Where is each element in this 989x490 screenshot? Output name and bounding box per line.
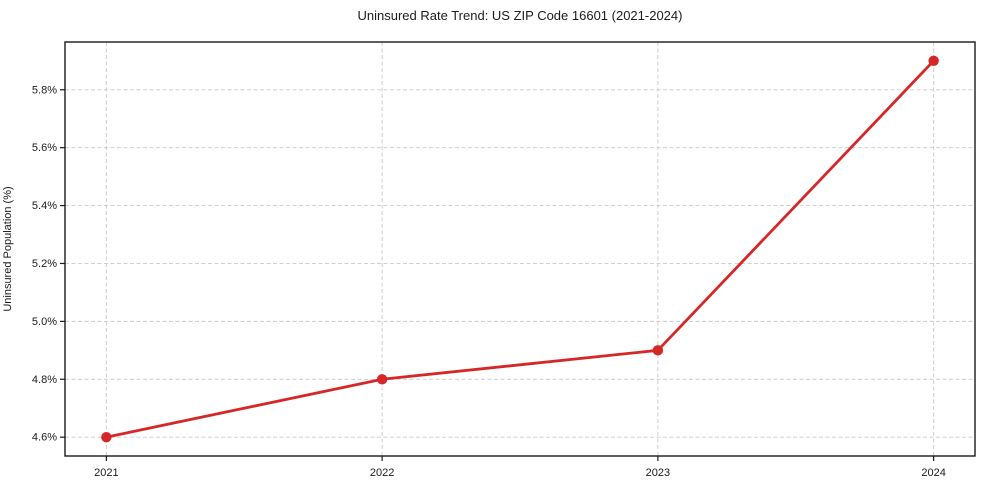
plot-border xyxy=(64,41,976,457)
y-tick-label: 5.6% xyxy=(32,142,57,154)
y-axis-label: Uninsured Population (%) xyxy=(2,186,14,312)
plot-background xyxy=(65,42,975,456)
x-tick-label: 2022 xyxy=(370,467,394,479)
data-line xyxy=(104,59,936,439)
x-tick-label: 2021 xyxy=(94,467,118,479)
y-tick-label: 5.4% xyxy=(32,200,57,212)
data-point xyxy=(101,431,112,443)
y-tick-label: 4.8% xyxy=(32,374,57,386)
x-tick-label: 2023 xyxy=(646,467,670,479)
data-point xyxy=(928,55,939,67)
y-tick-label: 5.2% xyxy=(32,258,57,270)
y-tick-label: 4.6% xyxy=(32,432,57,444)
data-point xyxy=(652,345,664,356)
y-tick-label: 5.0% xyxy=(32,316,57,328)
data-point xyxy=(376,374,388,385)
x-tick-label: 2024 xyxy=(921,467,945,479)
y-tick-label: 5.8% xyxy=(32,84,57,96)
chart-title: Uninsured Rate Trend: US ZIP Code 16601 … xyxy=(357,8,683,23)
